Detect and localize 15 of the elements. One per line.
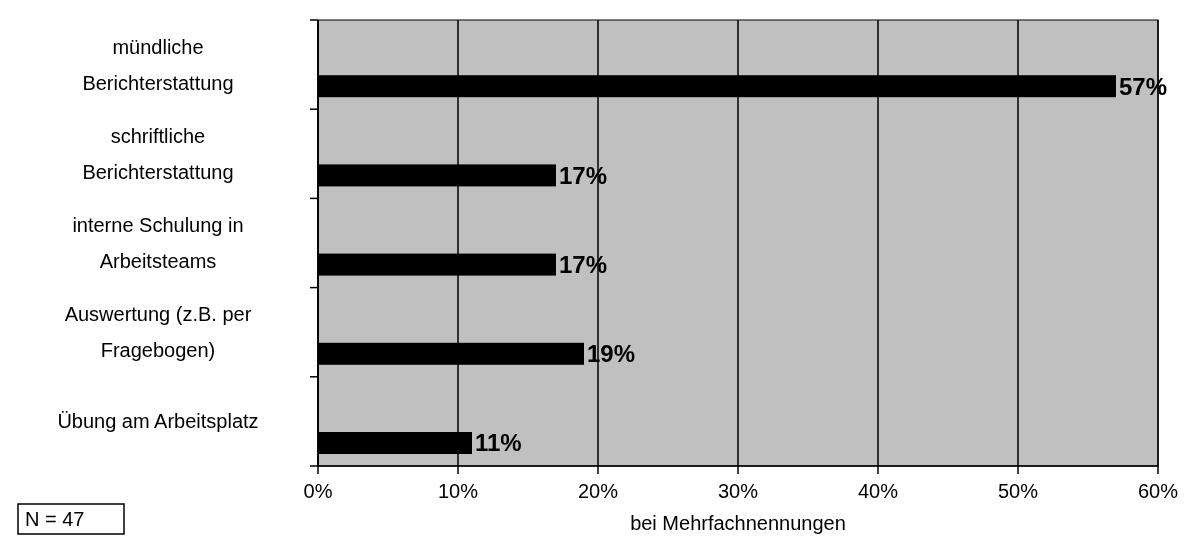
x-tick-label: 50% [997, 480, 1039, 502]
x-tick-label: 10% [437, 480, 479, 502]
x-tick-label: 20% [577, 480, 619, 502]
y-tick-label: mündliche Berichterstattung [82, 35, 234, 94]
y-tick-label: schriftliche Berichterstattung [82, 124, 234, 183]
y-tick-label: Auswertung (z.B. per Fragebogen) [64, 303, 252, 362]
y-tick-label: interne Schulung in Arbeitsteams [72, 214, 244, 272]
text: N = 47 [25, 508, 85, 530]
x-axis-title: bei Mehrfachnennungen [630, 512, 846, 534]
data-label: 11% [475, 429, 522, 457]
x-tick-label: 30% [717, 480, 759, 502]
x-tick-label: 60% [1137, 480, 1179, 502]
x-tick-label: 0% [303, 480, 333, 502]
y-tick-label: Übung am Arbeitsplatz [57, 410, 259, 433]
x-tick-label: 40% [857, 480, 899, 502]
